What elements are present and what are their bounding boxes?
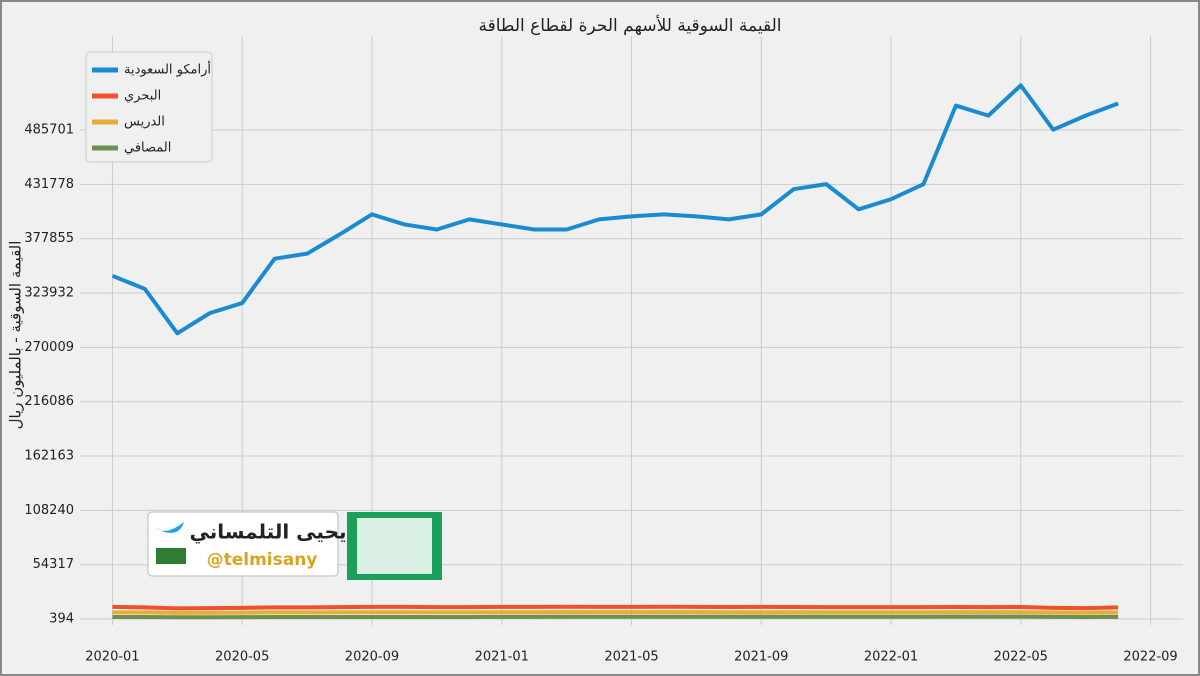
legend-label: المصافي xyxy=(124,141,171,156)
y-tick-label: 431778 xyxy=(24,177,74,192)
legend-label: الدريس xyxy=(124,115,165,130)
y-tick-label: 270009 xyxy=(24,340,74,355)
x-tick-label: 2020-05 xyxy=(215,650,269,665)
legend-label: أرامكو السعودية xyxy=(124,61,211,78)
series-line xyxy=(112,614,1119,620)
x-tick-label: 2021-01 xyxy=(475,650,529,665)
chart-title: القيمة السوقية للأسهم الحرة لقطاع الطاقة xyxy=(478,15,781,36)
x-tick-label: 2021-09 xyxy=(734,650,788,665)
y-tick-label: 485701 xyxy=(24,123,74,138)
bird-icon xyxy=(156,522,184,533)
legend: أرامكو السعودية البحري الدريس المصافي xyxy=(85,51,213,163)
flag-icon xyxy=(156,548,186,564)
y-tick-label: 108240 xyxy=(24,503,74,518)
card-name: يحيى التلمساني xyxy=(190,520,347,545)
series-line xyxy=(112,610,1119,615)
card-box xyxy=(147,511,339,577)
series-line xyxy=(111,83,1119,336)
y-tick-label: 323932 xyxy=(24,286,74,301)
grid xyxy=(80,36,1183,625)
legend-box xyxy=(85,51,213,163)
watermark-card: يحيى التلمساني @telmisany xyxy=(147,511,442,580)
y-tick-label: 377855 xyxy=(24,231,74,246)
x-tick-label: 2020-09 xyxy=(345,650,399,665)
x-tick-label: 2022-05 xyxy=(994,650,1048,665)
x-tick-label: 2021-05 xyxy=(604,650,658,665)
card-handle: @telmisany xyxy=(207,550,318,570)
y-tick-label: 162163 xyxy=(24,449,74,464)
series-line xyxy=(112,604,1119,611)
x-tick-label: 2022-09 xyxy=(1123,650,1177,665)
y-tick-label: 216086 xyxy=(24,394,74,409)
y-axis-label: القيمة السوقية - بالمليون ريال xyxy=(7,241,25,430)
qr-code xyxy=(357,518,432,574)
y-tick-label: 394 xyxy=(49,612,74,627)
y-tick-label: 54317 xyxy=(33,557,74,572)
x-tick-label: 2020-01 xyxy=(85,650,139,665)
legend-label: البحري xyxy=(124,89,161,104)
x-tick-label: 2022-01 xyxy=(864,650,918,665)
